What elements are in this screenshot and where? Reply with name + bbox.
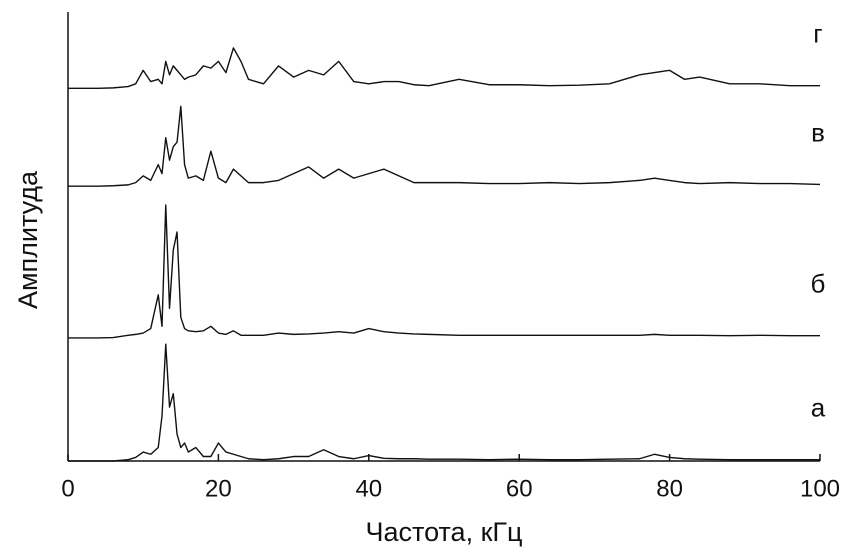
series-label: г [813, 19, 822, 49]
series-line [68, 204, 820, 339]
x-tick-label: 60 [506, 475, 533, 502]
series-line [68, 47, 820, 90]
series-line [68, 105, 821, 187]
series-label: а [811, 393, 826, 423]
x-tick-label: 80 [656, 475, 683, 502]
x-tick-label: 40 [355, 475, 382, 502]
series-line [68, 343, 820, 462]
x-axis-title: Частота, кГц [366, 517, 523, 547]
y-axis-title: Амплитуда [13, 170, 43, 309]
x-tick-label: 20 [205, 475, 232, 502]
x-tick-label: 100 [800, 475, 840, 502]
x-tick-label: 0 [61, 475, 74, 502]
series-label: б [811, 269, 826, 299]
series-label: в [811, 117, 825, 147]
